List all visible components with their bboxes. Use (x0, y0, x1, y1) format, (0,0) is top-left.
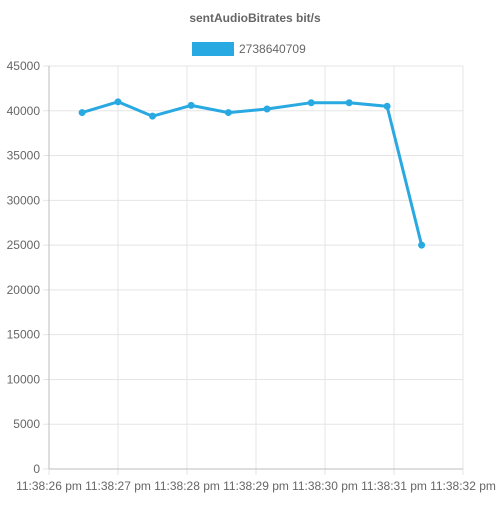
x-tick-label: 11:38:28 pm (154, 479, 220, 493)
x-tick-label: 11:38:30 pm (292, 479, 358, 493)
series-2738640709 (78, 98, 426, 249)
y-tick-label: 35000 (7, 149, 41, 163)
data-point[interactable] (78, 109, 86, 117)
data-point[interactable] (345, 99, 353, 107)
data-point[interactable] (187, 101, 195, 109)
x-tick-label: 11:38:26 pm (16, 479, 82, 493)
data-point[interactable] (224, 109, 232, 117)
grid (43, 65, 464, 475)
data-point[interactable] (114, 98, 122, 106)
y-tick-label: 5000 (13, 417, 40, 431)
data-point[interactable] (307, 99, 315, 107)
data-point[interactable] (418, 241, 426, 249)
series-line (81, 100, 424, 246)
x-tick-label: 11:38:32 pm (430, 479, 496, 493)
x-tick-label: 11:38:29 pm (223, 479, 289, 493)
x-tick-label: 11:38:27 pm (85, 479, 151, 493)
y-tick-label: 25000 (7, 238, 41, 252)
y-tick-label: 0 (33, 462, 40, 476)
data-point[interactable] (149, 112, 156, 120)
legend[interactable]: 2738640709 (192, 42, 306, 56)
chart-title: sentAudioBitrates bit/s (189, 11, 321, 25)
y-tick-label: 40000 (7, 104, 41, 118)
data-point[interactable] (383, 102, 391, 110)
y-tick-label: 45000 (7, 59, 41, 73)
axes: 0 5000 10000 15000 20000 25000 30000 35000 40000… (7, 59, 496, 493)
y-tick-label: 20000 (7, 283, 41, 297)
y-tick-label: 30000 (7, 193, 41, 207)
y-tick-label: 10000 (7, 372, 41, 386)
x-tick-label: 11:38:31 pm (361, 479, 427, 493)
y-tick-label: 15000 (7, 328, 41, 342)
legend-label: 2738640709 (239, 42, 306, 56)
legend-swatch (192, 42, 234, 56)
data-point[interactable] (263, 105, 271, 113)
